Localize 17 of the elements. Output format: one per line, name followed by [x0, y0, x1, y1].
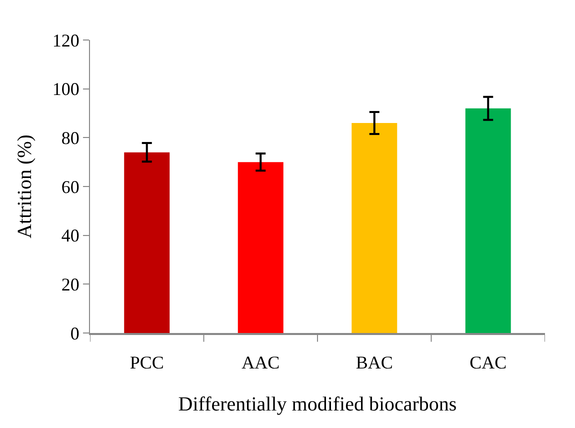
- y-tick-label: 100: [52, 79, 80, 100]
- x-tick-label: PCC: [130, 352, 164, 373]
- x-tick-label: BAC: [356, 352, 393, 373]
- bar: [465, 108, 511, 333]
- y-tick-label: 40: [61, 226, 80, 246]
- y-axis-title: Attrition (%): [14, 134, 36, 238]
- x-tick-label: AAC: [242, 352, 280, 373]
- y-tick-label: 120: [52, 30, 80, 50]
- x-tick-label: CAC: [470, 352, 507, 373]
- y-tick-label: 80: [61, 128, 80, 148]
- bar: [124, 152, 170, 333]
- bar: [352, 123, 398, 333]
- y-tick-label: 60: [61, 176, 80, 197]
- y-tick-label: 0: [70, 323, 80, 344]
- x-axis-title: Differentially modified biocarbons: [178, 394, 457, 416]
- y-tick-label: 20: [61, 274, 80, 294]
- bar: [238, 162, 284, 333]
